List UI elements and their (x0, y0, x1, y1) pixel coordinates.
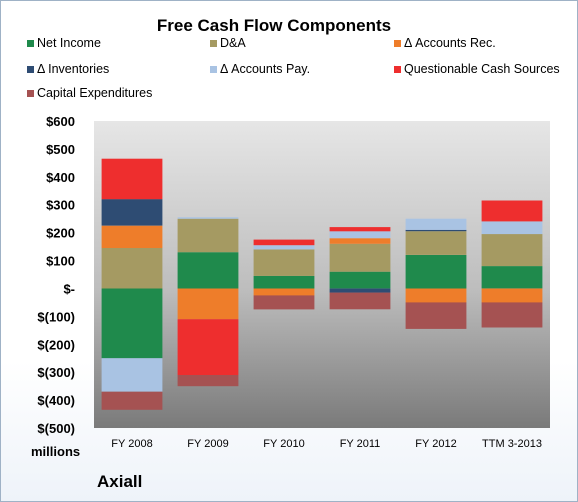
bar-segment-delta-accounts-rec (329, 238, 391, 244)
bar-segment-capital-expenditures (481, 302, 543, 328)
legend-label-delta-accounts-pay: Δ Accounts Pay. (220, 62, 310, 76)
bar-segment-delta-accounts-pay (177, 217, 239, 219)
legend-label-delta-inventories: Δ Inventories (37, 62, 109, 76)
bar-segment-danda (101, 248, 163, 289)
bar-segment-net-income (177, 252, 239, 289)
bar-segment-danda (481, 234, 543, 267)
y-tick-label: $(100) (37, 309, 75, 324)
bar-segment-delta-accounts-pay (405, 218, 467, 230)
legend-label-delta-accounts-rec: Δ Accounts Rec. (404, 36, 496, 50)
bar-segment-delta-inventories (329, 288, 391, 293)
x-tick-label: FY 2008 (111, 438, 152, 450)
legend-swatch-delta-inventories (27, 66, 34, 73)
plot-area (94, 121, 550, 428)
bar-segment-delta-accounts-pay (329, 231, 391, 239)
bar-segment-delta-accounts-rec (101, 225, 163, 248)
y-tick-label: $400 (46, 170, 75, 185)
x-tick-label: TTM 3-2013 (482, 438, 542, 450)
y-tick-label: $(200) (37, 337, 75, 352)
y-tick-label: $500 (46, 142, 75, 157)
bar-segment-net-income (253, 275, 315, 289)
x-tick-label: FY 2012 (415, 438, 456, 450)
bar-segment-capital-expenditures (329, 292, 391, 310)
bar-segment-delta-accounts-pay (101, 358, 163, 392)
y-tick-label: $(400) (37, 393, 75, 408)
x-tick-label: FY 2010 (263, 438, 304, 450)
bar-segment-capital-expenditures (405, 302, 467, 329)
legend-swatch-net-income (27, 40, 34, 47)
bar-segment-delta-accounts-pay (253, 245, 315, 250)
y-axis: $600 $500 $400 $300 $200 $100 $- $(100) $(200) $(… (37, 114, 75, 436)
legend-swatch-delta-accounts-rec (394, 40, 401, 47)
bars (101, 158, 543, 410)
x-tick-label: FY 2009 (187, 438, 228, 450)
legend: Net Income D&A Δ Accounts Rec. Δ Inventorie… (27, 36, 560, 100)
bar-segment-capital-expenditures (101, 391, 163, 410)
bar-segment-net-income (405, 255, 467, 289)
bar-segment-danda (405, 231, 467, 255)
units-label: millions (31, 444, 80, 459)
y-tick-label: $(500) (37, 421, 75, 436)
x-axis: FY 2008 FY 2009 FY 2010 FY 2011 FY 2012 TTM 3… (111, 438, 542, 450)
bar-segment-questionable-cash-sources (177, 319, 239, 375)
legend-label-capital-expenditures: Capital Expenditures (37, 86, 152, 100)
bar-segment-delta-accounts-rec (177, 288, 239, 320)
bar-segment-capital-expenditures (177, 375, 239, 387)
y-tick-label: $100 (46, 254, 75, 269)
y-tick-label: $200 (46, 226, 75, 241)
bar-segment-questionable-cash-sources (481, 200, 543, 222)
legend-label-danda: D&A (220, 36, 246, 50)
y-tick-label: $(300) (37, 365, 75, 380)
bar-segment-net-income (101, 288, 163, 359)
legend-swatch-delta-accounts-pay (210, 66, 217, 73)
bar-segment-delta-accounts-rec (481, 288, 543, 303)
bar-segment-questionable-cash-sources (329, 227, 391, 232)
legend-label-net-income: Net Income (37, 36, 101, 50)
bar-segment-capital-expenditures (253, 295, 315, 310)
bar-segment-delta-accounts-rec (253, 288, 315, 296)
legend-label-questionable-cash-sources: Questionable Cash Sources (404, 62, 560, 76)
bar-segment-questionable-cash-sources (253, 239, 315, 246)
y-tick-label: $- (63, 281, 75, 296)
y-tick-label: $600 (46, 114, 75, 129)
bar-segment-delta-inventories (405, 229, 467, 232)
bar-segment-delta-accounts-pay (481, 221, 543, 235)
bar-segment-danda (329, 243, 391, 272)
y-tick-label: $300 (46, 198, 75, 213)
bar-segment-net-income (329, 271, 391, 289)
chart-title: Free Cash Flow Components (157, 16, 391, 35)
bar-segment-delta-inventories (101, 199, 163, 226)
bar-segment-net-income (481, 266, 543, 289)
bar-segment-delta-accounts-rec (405, 288, 467, 303)
brand-label: Axiall (97, 472, 142, 491)
bar-segment-questionable-cash-sources (101, 158, 163, 200)
bar-segment-danda (253, 249, 315, 276)
x-tick-label: FY 2011 (340, 438, 381, 450)
bar-segment-danda (177, 218, 239, 253)
legend-swatch-danda (210, 40, 217, 47)
legend-swatch-questionable-cash-sources (394, 66, 401, 73)
legend-swatch-capital-expenditures (27, 90, 34, 97)
